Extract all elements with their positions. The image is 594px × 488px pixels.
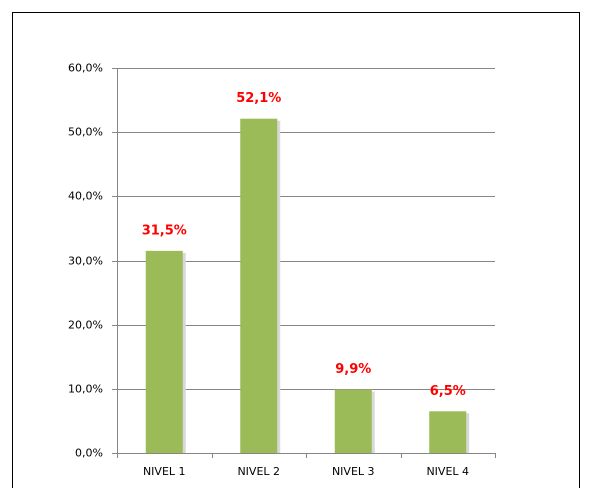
y-tick-label: 0,0% xyxy=(75,447,103,460)
x-tick-label: NIVEL 4 xyxy=(426,465,469,478)
data-label: 6,5% xyxy=(430,384,466,399)
bar xyxy=(334,389,372,453)
data-label: 52,1% xyxy=(236,91,281,106)
x-tick-label: NIVEL 3 xyxy=(332,465,375,478)
y-tick-label: 60,0% xyxy=(68,62,103,75)
x-tick-label: NIVEL 1 xyxy=(143,465,186,478)
y-tick-label: 50,0% xyxy=(68,126,103,139)
bar xyxy=(429,411,467,453)
y-tick-label: 10,0% xyxy=(68,383,103,396)
chart-frame xyxy=(12,12,580,488)
bar xyxy=(240,118,278,454)
y-tick-label: 30,0% xyxy=(68,255,103,268)
y-tick-label: 20,0% xyxy=(68,319,103,332)
x-tick-label: NIVEL 2 xyxy=(237,465,280,478)
data-label: 9,9% xyxy=(335,362,371,377)
y-tick-label: 40,0% xyxy=(68,190,103,203)
bar xyxy=(145,250,183,453)
data-label: 31,5% xyxy=(142,223,187,238)
